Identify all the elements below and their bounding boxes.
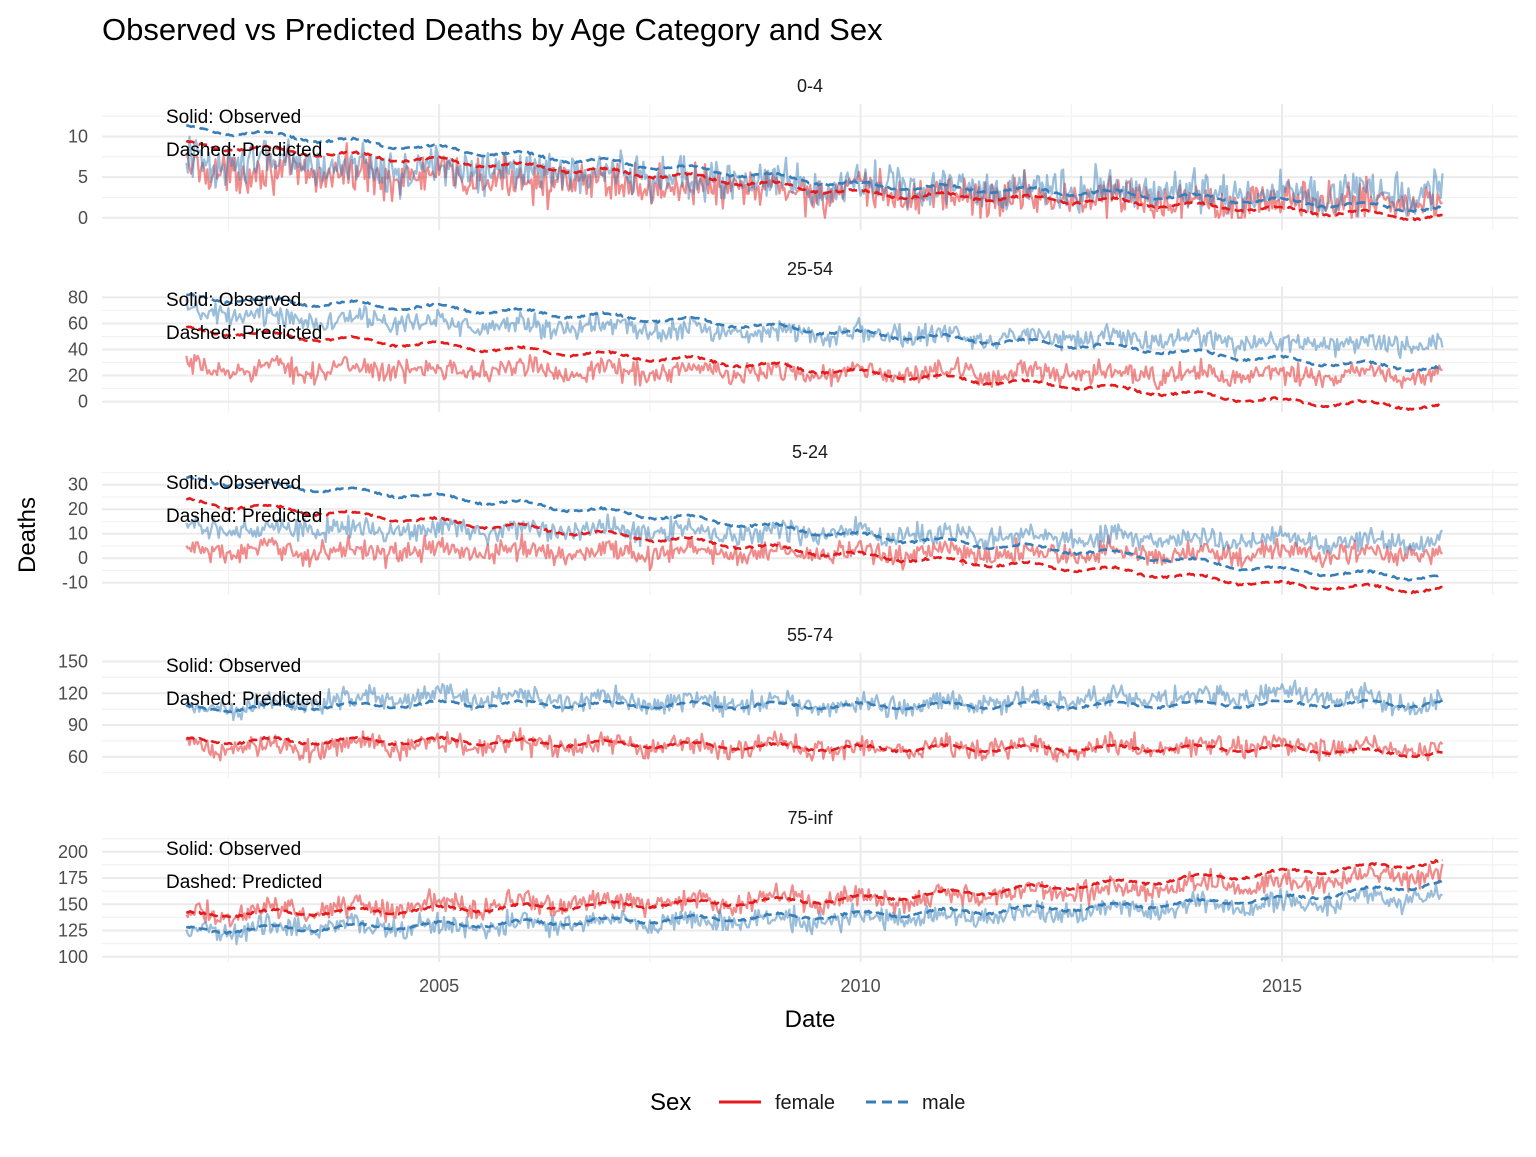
x-axis-title: Date — [785, 1006, 836, 1033]
y-tick-label: 60 — [68, 313, 88, 333]
y-tick-label: 5 — [78, 167, 88, 187]
panel-5-24: -10 0 10 20 30 5-24 Solid: Observed Dashed: Pre… — [62, 442, 1518, 595]
annotation-observed: Solid: Observed — [166, 290, 301, 311]
y-axis-title: Deaths — [14, 497, 41, 573]
y-tick-label: 150 — [58, 894, 88, 914]
chart-title: Observed vs Predicted Deaths by Age Cate… — [102, 12, 883, 47]
annotation-predicted: Dashed: Predicted — [166, 323, 322, 344]
y-tick-label: 90 — [68, 715, 88, 735]
y-tick-label: 30 — [68, 475, 88, 495]
annotation-predicted: Dashed: Predicted — [166, 689, 322, 710]
x-tick-label: 2005 — [419, 976, 459, 996]
y-tick-label: -10 — [62, 573, 88, 593]
y-tick-label: 60 — [68, 747, 88, 767]
x-tick-label: 2010 — [841, 976, 881, 996]
series-predicted-male — [186, 124, 1444, 213]
series-observed-female — [185, 142, 1443, 219]
y-tick-label: 200 — [58, 842, 88, 862]
y-tick-label: 120 — [58, 683, 88, 703]
facet-label: 5-24 — [792, 442, 828, 462]
series-predicted-male — [185, 475, 1443, 582]
y-tick-label: 150 — [58, 651, 88, 671]
y-tick-label: 0 — [78, 208, 88, 228]
series-predicted-female — [186, 735, 1443, 759]
annotation-observed: Solid: Observed — [166, 656, 301, 677]
annotation-predicted: Dashed: Predicted — [166, 872, 322, 893]
facet-label: 25-54 — [787, 259, 833, 279]
y-tick-label: 40 — [68, 340, 88, 360]
series-predicted-female — [185, 857, 1444, 919]
facet-label: 75-inf — [787, 808, 833, 828]
series-predicted-male — [186, 292, 1443, 373]
y-tick-label: 10 — [68, 524, 88, 544]
series-predicted-female — [186, 496, 1443, 595]
annotation-observed: Solid: Observed — [166, 839, 301, 860]
facet-label: 55-74 — [787, 625, 833, 645]
y-tick-label: 80 — [68, 287, 88, 307]
y-tick-label: 20 — [68, 366, 88, 386]
y-tick-label: 175 — [58, 868, 88, 888]
legend-label-female: female — [775, 1092, 835, 1114]
legend: Sex female male — [650, 1089, 965, 1116]
annotation-observed: Solid: Observed — [166, 473, 301, 494]
series-observed-male — [185, 298, 1444, 359]
y-tick-label: 125 — [58, 921, 88, 941]
annotation-predicted: Dashed: Predicted — [166, 506, 322, 527]
panel-75-inf: 100 125 150 175 200 75-inf Solid: Observed Dash… — [58, 808, 1518, 967]
series-observed-male — [185, 679, 1443, 722]
legend-title: Sex — [650, 1089, 691, 1116]
y-tick-label: 100 — [58, 947, 88, 967]
legend-label-male: male — [922, 1092, 965, 1114]
panel-25-54: 0 20 40 60 80 25-54 Solid: Observed Dashed: Pre… — [68, 259, 1518, 412]
y-tick-label: 0 — [78, 392, 88, 412]
series-observed-male — [185, 513, 1444, 556]
series-observed-female — [185, 863, 1444, 928]
y-tick-label: 10 — [68, 127, 88, 147]
series-predicted-female — [185, 139, 1443, 222]
series-observed-female — [185, 727, 1444, 764]
series-predicted-female — [185, 325, 1443, 412]
series-observed-male — [185, 882, 1443, 946]
x-tick-label: 2015 — [1262, 976, 1302, 996]
y-tick-label: 0 — [78, 548, 88, 568]
panel-55-74: 60 90 120 150 55-74 Solid: Observed Dashed: Pr… — [58, 625, 1518, 778]
x-axis: 2005 2010 2015 — [419, 976, 1302, 996]
facet-label: 0-4 — [797, 76, 823, 96]
annotation-predicted: Dashed: Predicted — [166, 140, 322, 161]
series-observed-female — [185, 353, 1443, 391]
annotation-observed: Solid: Observed — [166, 107, 301, 128]
y-tick-label: 20 — [68, 499, 88, 519]
panel-0-4: 0 5 10 0-4 Solid: Observed Dashed: Predicted — [68, 76, 1518, 230]
